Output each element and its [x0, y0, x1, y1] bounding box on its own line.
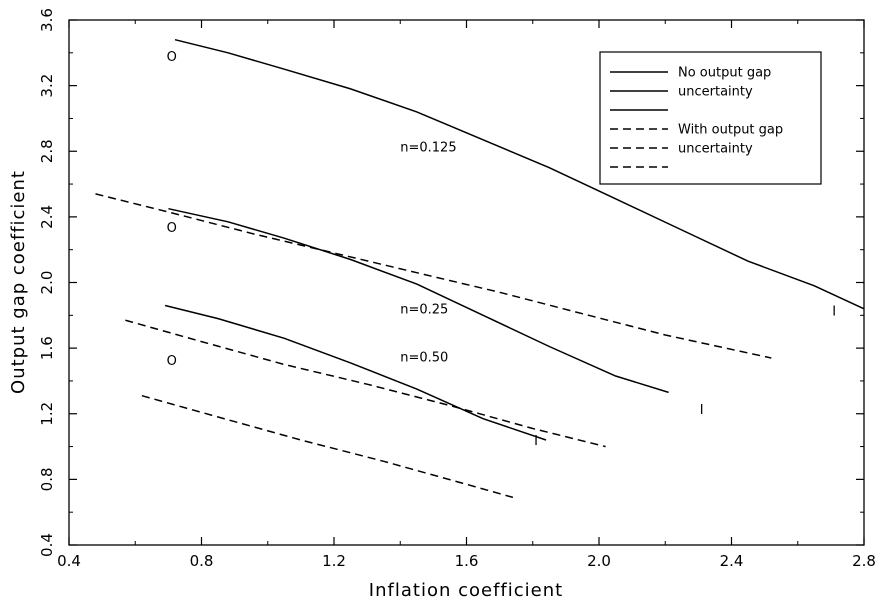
x-tick-label: 2.8	[852, 552, 876, 570]
series-lines	[95, 38, 865, 499]
solid-line-1	[168, 207, 669, 394]
y-tick-label: 2.4	[38, 205, 56, 229]
bar-marker: I	[534, 434, 538, 449]
legend-label: uncertainty	[678, 85, 753, 100]
y-tick-label: 1.6	[38, 336, 56, 360]
solid-line-2	[164, 304, 547, 441]
curve-annotations: n=0.125 n=0.25 n=0.50	[400, 140, 456, 365]
dashed-line-5	[141, 394, 514, 499]
y-tick-label: 2.8	[38, 139, 56, 163]
x-tick-label: 1.6	[455, 552, 479, 570]
circle-marker: O	[167, 221, 177, 236]
x-tick-label: 0.8	[190, 552, 214, 570]
dashed-line-3	[95, 193, 772, 359]
bar-marker: I	[700, 403, 704, 418]
y-tick-label: 2.0	[38, 271, 56, 295]
dashed-line-4	[125, 319, 606, 448]
legend-box	[599, 51, 822, 185]
curve-label: n=0.50	[400, 350, 448, 365]
curve-label: n=0.25	[400, 303, 448, 318]
y-tick-label: 0.8	[38, 467, 56, 491]
legend: No output gap uncertainty With output gap u…	[599, 51, 822, 185]
x-tick-label: 1.2	[322, 552, 346, 570]
y-tick-label: 3.2	[38, 74, 56, 98]
x-tick-label: 2.4	[720, 552, 744, 570]
axis-ticks	[68, 19, 865, 546]
axis-tick-labels: 0.4 0.8 1.2 1.6 2.0 2.4 2.8 0.4 0.8 1.2 1.6 2.0 2.4 2…	[38, 8, 876, 570]
y-axis-title: Output gap coefficient	[8, 170, 29, 394]
x-axis-title: Inflation coefficient	[369, 580, 563, 601]
circle-marker: O	[167, 354, 177, 369]
legend-label: No output gap	[678, 66, 771, 81]
bar-marker: I	[832, 305, 836, 320]
y-tick-label: 1.2	[38, 402, 56, 426]
legend-label: uncertainty	[678, 142, 753, 157]
solid-line-0	[174, 38, 865, 310]
legend-items: No output gap uncertainty With output gap u…	[610, 66, 783, 168]
legend-label: With output gap	[678, 123, 783, 138]
x-tick-label: 0.4	[57, 552, 81, 570]
point-markers: O O O I I I	[167, 50, 837, 449]
x-tick-label: 2.0	[587, 552, 611, 570]
y-tick-label: 3.6	[38, 8, 56, 32]
curve-label: n=0.125	[400, 140, 456, 155]
y-tick-label: 0.4	[38, 533, 56, 557]
circle-marker: O	[167, 50, 177, 65]
